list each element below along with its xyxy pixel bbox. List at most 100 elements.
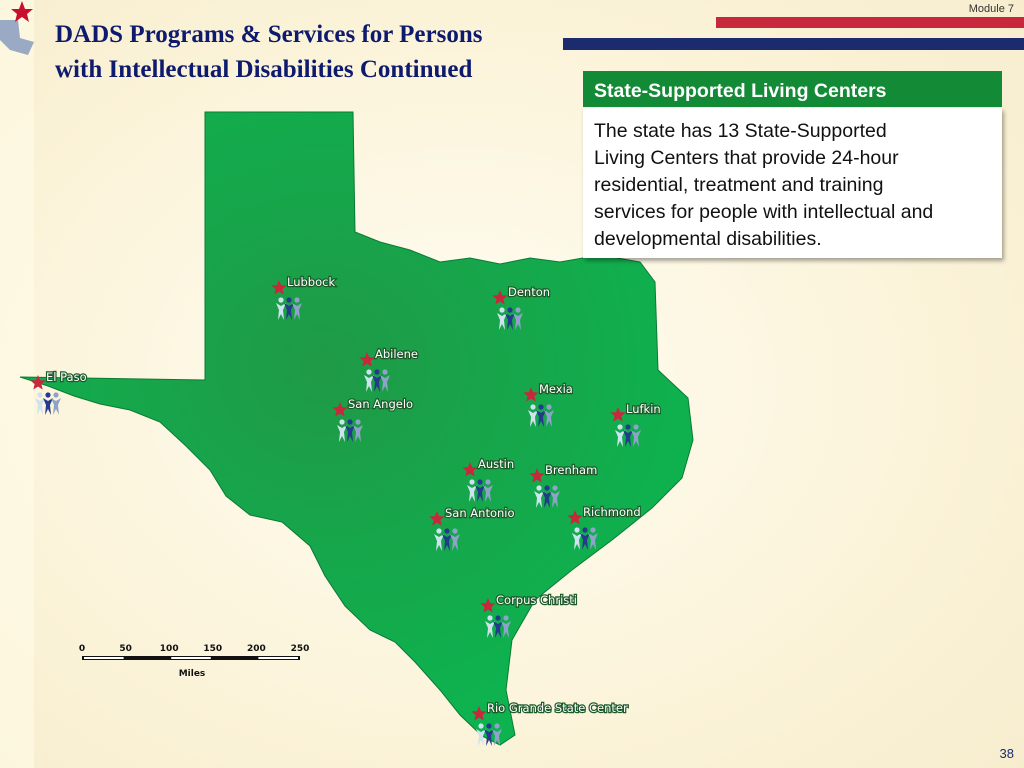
person-icon (552, 485, 558, 491)
person-icon (475, 485, 485, 502)
scale-tick-label: 0 (79, 644, 85, 654)
person-icon (43, 398, 53, 415)
person-icon (347, 419, 353, 425)
person-icon (574, 527, 580, 533)
module-label: Module 7 (969, 3, 1014, 15)
page-number: 38 (1000, 746, 1014, 761)
person-icon (499, 307, 505, 313)
person-icon (572, 533, 582, 550)
scale-tick-label: 100 (160, 644, 179, 654)
info-title-box (583, 71, 1002, 107)
scale-segment (84, 657, 124, 659)
person-icon (476, 729, 486, 746)
person-icon (617, 424, 623, 430)
scale-tick-label: 150 (203, 644, 222, 654)
person-icon (452, 528, 458, 534)
person-icon (497, 313, 507, 330)
person-icon (580, 533, 590, 550)
person-icon (536, 410, 546, 427)
city-label: Richmond (583, 505, 641, 519)
left-strip (0, 0, 34, 768)
star (332, 402, 348, 417)
person-icon (486, 723, 492, 729)
person-icon (485, 621, 495, 638)
person-icon (550, 491, 560, 508)
city-label: Rio Grande State Center (487, 701, 628, 715)
person-icon (345, 425, 355, 442)
city-label: San Angelo (348, 397, 413, 411)
info-body-line: developmental disabilities. (594, 228, 822, 250)
person-icon (278, 297, 284, 303)
star (567, 510, 583, 525)
person-icon (503, 615, 509, 621)
star (610, 407, 626, 422)
city-marker (429, 511, 460, 551)
person-icon (544, 485, 550, 491)
person-icon (501, 621, 511, 638)
star (30, 375, 46, 390)
city-marker (30, 375, 61, 415)
info-body-line: The state has 13 State-Supported (594, 120, 887, 142)
city-label: Lubbock (287, 275, 335, 289)
slide-title: with Intellectual Disabilities Continued (55, 56, 472, 83)
person-icon (483, 485, 493, 502)
info-body-line: services for people with intellectual an… (594, 201, 933, 223)
star (271, 280, 287, 295)
city-label: El Paso (46, 370, 87, 384)
person-icon (487, 615, 493, 621)
person-icon (374, 369, 380, 375)
person-icon (484, 729, 494, 746)
city-label: Denton (508, 285, 550, 299)
person-icon (477, 479, 483, 485)
person-icon (493, 621, 503, 638)
person-icon (623, 430, 633, 447)
info-title: State-Supported Living Centers (594, 80, 887, 102)
person-icon (478, 723, 484, 729)
city-label: Brenham (545, 463, 597, 477)
person-icon (372, 375, 382, 392)
person-icon (494, 723, 500, 729)
person-icon (444, 528, 450, 534)
person-icon (442, 534, 452, 551)
star (523, 387, 539, 402)
person-icon (536, 485, 542, 491)
city-marker (492, 290, 523, 330)
city-label: Mexia (539, 382, 573, 396)
person-icon (355, 419, 361, 425)
person-icon (542, 491, 552, 508)
info-body-box (583, 108, 1002, 258)
city-label: San Antonio (445, 506, 515, 520)
scale-tick-label: 200 (247, 644, 266, 654)
person-icon (53, 392, 59, 398)
person-icon (353, 425, 363, 442)
slide-title: DADS Programs & Services for Persons (55, 21, 483, 48)
person-icon (276, 303, 286, 320)
person-icon (485, 479, 491, 485)
person-icon (364, 375, 374, 392)
person-icon (505, 313, 515, 330)
person-icon (37, 392, 43, 398)
city-marker (610, 407, 641, 447)
star (462, 462, 478, 477)
person-icon (339, 419, 345, 425)
person-icon (495, 615, 501, 621)
red-bar (716, 17, 1024, 28)
person-icon (45, 392, 51, 398)
person-icon (528, 410, 538, 427)
star (480, 598, 496, 613)
person-icon (582, 527, 588, 533)
star (471, 706, 487, 721)
person-icon (625, 424, 631, 430)
city-label: Lufkin (626, 402, 661, 416)
city-label: Austin (478, 457, 514, 471)
star (359, 352, 375, 367)
person-icon (51, 398, 61, 415)
person-icon (286, 297, 292, 303)
star (429, 511, 445, 526)
city-marker (567, 510, 598, 550)
person-icon (492, 729, 502, 746)
person-icon (35, 398, 45, 415)
person-icon (631, 430, 641, 447)
